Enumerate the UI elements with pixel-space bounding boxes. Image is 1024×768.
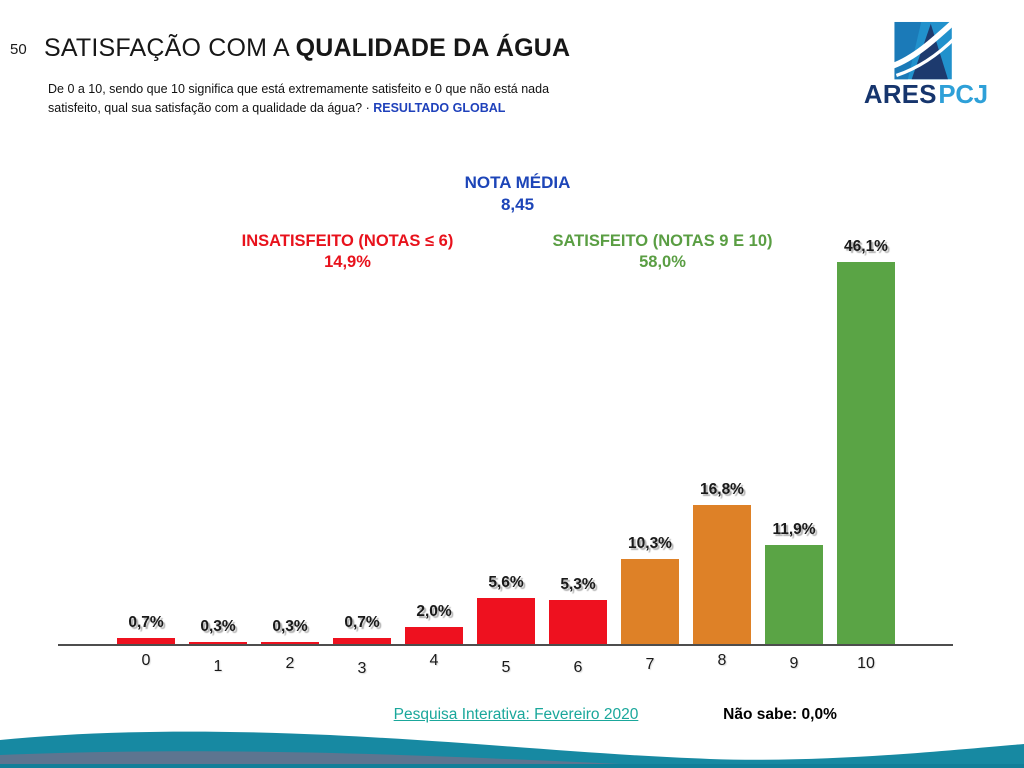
bar-value-label: 0,7% — [344, 614, 380, 631]
x-tick-label: 1 — [213, 658, 223, 675]
bar-0 — [117, 638, 175, 644]
footer-link[interactable]: Pesquisa Interativa: Fevereiro 2020 — [393, 706, 639, 723]
x-tick-label: 9 — [789, 655, 799, 672]
x-tick-label: 4 — [429, 652, 439, 669]
bar-9 — [765, 545, 823, 644]
page-title: SATISFAÇÃO COM A QUALIDADE DA ÁGUA — [44, 34, 570, 63]
bar-5 — [477, 598, 535, 644]
bar-value-label: 2,0% — [416, 603, 452, 620]
resultado-global-label: RESULTADO GLOBAL — [373, 100, 506, 115]
x-tick-label: 0 — [141, 652, 151, 669]
x-tick-label: 10 — [857, 655, 875, 672]
logo-square-icon — [891, 19, 957, 80]
x-axis-line — [58, 644, 953, 646]
nota-media-label: NOTA MÉDIA — [464, 173, 571, 192]
x-tick-label: 8 — [717, 652, 727, 669]
bar-value-label: 10,3% — [628, 535, 672, 552]
nota-media-annotation: NOTA MÉDIA 8,45 — [395, 172, 640, 216]
satisfeito-annotation: SATISFEITO (NOTAS 9 E 10) 58,0% — [540, 231, 785, 274]
question-subtitle: De 0 a 10, sendo que 10 significa que es… — [48, 80, 608, 118]
bar-4 — [405, 627, 463, 644]
insatisfeito-annotation: INSATISFEITO (NOTAS ≤ 6) 14,9% — [225, 231, 470, 274]
bar-3 — [333, 638, 391, 644]
satisfeito-value: 58,0% — [639, 253, 686, 272]
insatisfeito-value: 14,9% — [324, 253, 371, 272]
bar-7 — [621, 559, 679, 644]
bar-value-label: 0,3% — [200, 618, 236, 635]
satisfeito-label: SATISFEITO (NOTAS 9 E 10) — [552, 232, 773, 250]
slide-number: 50 — [10, 41, 27, 58]
bar-2 — [261, 642, 319, 644]
bar-value-label: 5,6% — [488, 574, 524, 591]
nao-sabe-text: Não sabe: 0,0% — [723, 706, 837, 723]
x-tick-label: 5 — [501, 659, 511, 676]
bar-value-label: 46,1% — [844, 238, 888, 255]
bar-value-label: 16,8% — [700, 481, 744, 498]
nota-media-value: 8,45 — [500, 195, 535, 215]
x-tick-label: 6 — [573, 659, 583, 676]
bar-10 — [837, 262, 895, 644]
ares-pcj-logo: ARES PCJ — [864, 19, 988, 109]
bar-8 — [693, 505, 751, 644]
bar-value-label: 0,7% — [128, 614, 164, 631]
logo-text-pcj: PCJ — [938, 81, 988, 109]
title-bold: QUALIDADE DA ÁGUA — [295, 34, 571, 62]
bar-value-label: 11,9% — [772, 521, 816, 538]
logo-text-ares: ARES — [864, 81, 937, 109]
bar-1 — [189, 642, 247, 644]
x-tick-label: 2 — [285, 655, 295, 672]
bar-value-label: 0,3% — [272, 618, 308, 635]
subtitle-line2: satisfeito, qual sua satisfação com a qu… — [48, 100, 370, 115]
bar-value-label: 5,3% — [560, 576, 596, 593]
bar-6 — [549, 600, 607, 644]
bottom-wave-decoration — [0, 731, 1024, 768]
subtitle-line1: De 0 a 10, sendo que 10 significa que es… — [48, 82, 550, 96]
insatisfeito-label: INSATISFEITO (NOTAS ≤ 6) — [241, 232, 454, 250]
x-tick-label: 7 — [645, 656, 655, 673]
title-regular: SATISFAÇÃO COM A — [44, 34, 296, 62]
x-tick-label: 3 — [357, 660, 367, 677]
